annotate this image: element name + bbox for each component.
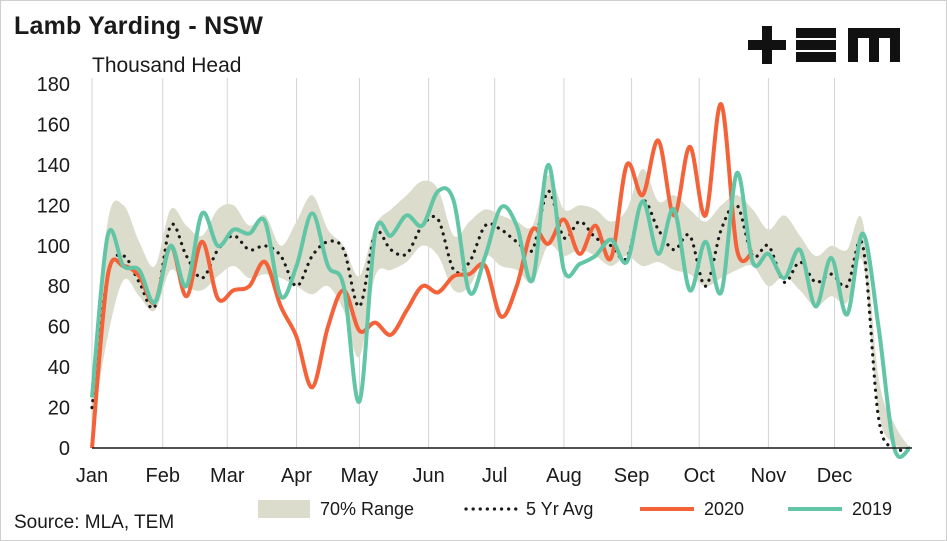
series-2019-layer [90, 162, 912, 459]
x-axis-ticks: Jan Feb Mar Apr May Jun Jul Aug Sep Oct Nov Dec [76, 465, 852, 487]
legend-label: 2019 [852, 499, 892, 519]
chart-title: Lamb Yarding - NSW [14, 12, 263, 40]
x-tick-label: Jan [76, 465, 108, 487]
y-tick-label: 0 [59, 438, 70, 460]
source-note: Source: MLA, TEM [14, 512, 175, 533]
x-tick-label: Sep [614, 465, 650, 487]
x-tick-label: Feb [146, 465, 180, 487]
y-tick-label: 40 [48, 357, 70, 379]
y-tick-label: 140 [37, 155, 70, 177]
tem-logo [748, 26, 900, 64]
y-axis-ticks: 0 20 40 60 80 100 120 140 160 180 [37, 74, 70, 460]
legend-label: 2020 [704, 499, 744, 519]
x-tick-label: Oct [684, 465, 716, 487]
series-2020-line [90, 102, 755, 449]
legend: 70% Range 5 Yr Avg 2020 2019 [258, 499, 892, 519]
y-tick-label: 180 [37, 74, 70, 96]
x-tick-label: Apr [281, 465, 312, 487]
y-tick-label: 100 [37, 236, 70, 258]
x-tick-label: Dec [817, 465, 853, 487]
x-tick-label: Jul [482, 465, 508, 487]
range-band-layer [92, 168, 910, 449]
y-tick-label: 160 [37, 114, 70, 136]
y-tick-label: 20 [48, 398, 70, 420]
series-2020-layer [90, 102, 755, 449]
series-2019-line [90, 162, 912, 459]
legend-label: 70% Range [320, 499, 414, 519]
legend-item-1: 5 Yr Avg [464, 499, 593, 519]
x-tick-label: Aug [546, 465, 582, 487]
y-tick-label: 120 [37, 195, 70, 217]
y-tick-label: 60 [48, 317, 70, 339]
x-tick-label: Mar [210, 465, 245, 487]
legend-swatch-range [258, 500, 310, 518]
x-tick-label: May [341, 465, 379, 487]
x-tick-label: Nov [751, 465, 787, 487]
range-band [92, 168, 910, 449]
legend-label: 5 Yr Avg [526, 499, 593, 519]
legend-item-0: 70% Range [258, 499, 414, 519]
y-tick-label: 80 [48, 276, 70, 298]
legend-item-3: 2019 [788, 499, 892, 519]
y-axis-label: Thousand Head [92, 54, 242, 77]
legend-item-2: 2020 [640, 499, 744, 519]
x-tick-label: Jun [413, 465, 445, 487]
